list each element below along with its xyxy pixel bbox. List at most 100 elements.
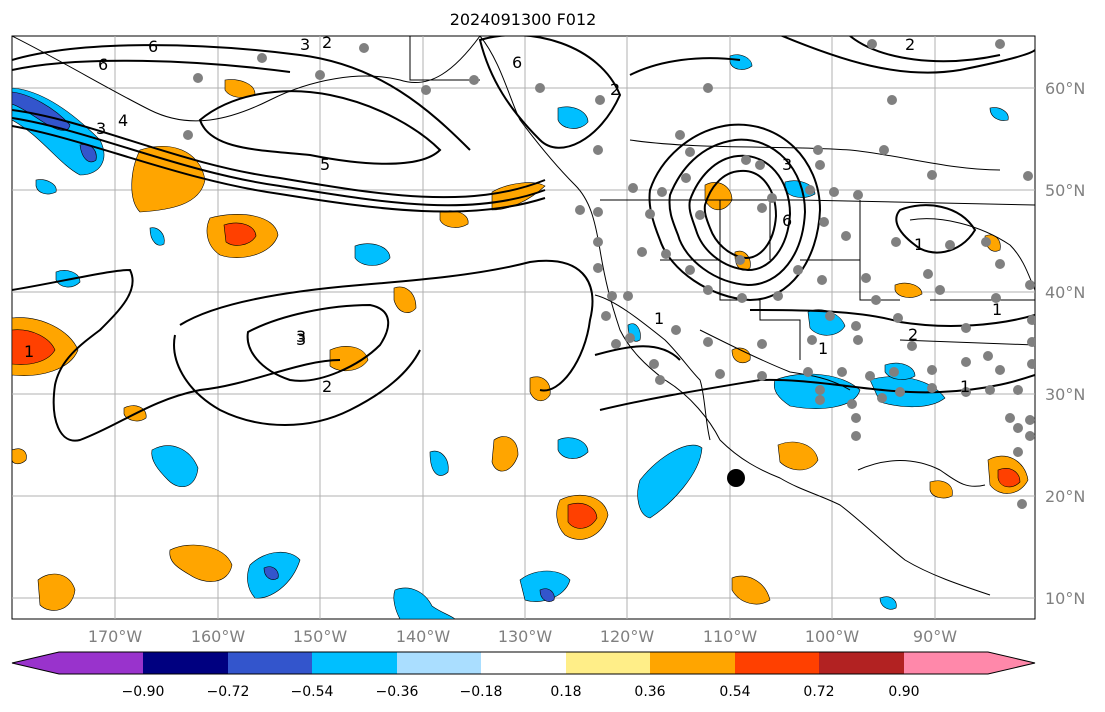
colorbar-segment (904, 652, 988, 674)
positive-anomaly (223, 222, 257, 246)
coastlines (12, 36, 1035, 596)
contour-label: 1 (24, 342, 34, 361)
negative-anomaly (557, 106, 589, 129)
colorbar-segment (312, 652, 397, 674)
colorbar-outline (11, 651, 1036, 675)
negative-anomaly (989, 107, 1009, 121)
colorbar-tick-labels: −0.90 −0.72 −0.54 −0.36 −0.18 0.18 0.36 … (122, 684, 920, 700)
negative-anomaly (729, 54, 753, 70)
positive-anomaly (12, 329, 56, 365)
contour-label: 2 (905, 35, 915, 54)
positive-anomaly (37, 573, 76, 611)
contour-label: 1 (992, 300, 1002, 319)
colorbar-segment (566, 652, 650, 674)
lat-label: 40°N (1045, 283, 1085, 302)
lat-label: 50°N (1045, 181, 1085, 200)
colorbar-segment (143, 652, 228, 674)
colorbar-extend-min (12, 652, 59, 674)
negative-anomaly (539, 588, 555, 602)
positive-anomaly (567, 502, 598, 529)
latitude-labels: 60°N 50°N 40°N 30°N 20°N 10°N (1045, 79, 1085, 608)
negative-anomaly (429, 450, 449, 476)
contour-label: 3 (300, 35, 310, 54)
contour-label: 6 (148, 37, 158, 56)
lon-label: 170°W (88, 627, 143, 646)
lat-label: 60°N (1045, 79, 1085, 98)
positive-anomaly (929, 480, 953, 499)
positive-anomaly (491, 182, 546, 211)
positive-anomaly (12, 448, 27, 465)
lon-label: 120°W (600, 627, 655, 646)
positive-anomaly (731, 347, 751, 363)
positive-anomaly (731, 575, 771, 605)
negative-anomaly (354, 243, 391, 266)
contour-label: 4 (118, 111, 128, 130)
colorbar-tick-label: 0.36 (634, 684, 665, 700)
graticule (12, 36, 1035, 619)
colorbar-segment (650, 652, 735, 674)
negative-anomaly (519, 570, 571, 602)
colorbar-segment (397, 652, 481, 674)
map-frame (11, 35, 1036, 620)
storm-center-marker (727, 469, 745, 487)
colorbar-tick-label: −0.18 (460, 684, 503, 700)
colorbar-tick-label: −0.54 (291, 684, 334, 700)
colorbar-tick-label: −0.72 (207, 684, 250, 700)
positive-anomaly (329, 346, 369, 372)
negative-anomaly (393, 587, 456, 619)
lat-label: 20°N (1045, 487, 1085, 506)
contour-label: 3 (296, 330, 306, 349)
contour-label: 1 (654, 309, 664, 328)
positive-anomaly (894, 282, 923, 298)
contour-label: 6 (782, 211, 792, 230)
negative-anomaly (557, 437, 589, 459)
lon-label: 100°W (805, 627, 860, 646)
colorbar-tick-label: −0.36 (376, 684, 419, 700)
map-title: 2024091300 F012 (449, 10, 597, 29)
positive-anomaly (777, 441, 819, 471)
contour-label: 2 (610, 80, 620, 99)
longitude-labels: 170°W 160°W 150°W 140°W 130°W 120°W 110°… (88, 627, 957, 646)
positive-anomaly (529, 376, 551, 401)
positive-anomaly (997, 468, 1021, 488)
contour-label: 3 (96, 119, 106, 138)
negative-anomaly (35, 179, 57, 195)
contour-lines (12, 36, 1035, 442)
contour-label: 6 (512, 53, 522, 72)
lon-label: 110°W (703, 627, 758, 646)
colorbar-segment (228, 652, 312, 674)
negative-anomaly (149, 227, 165, 246)
contour-label: 1 (914, 235, 924, 254)
negative-anomaly (807, 309, 846, 336)
colorbar-tick-label: 0.90 (888, 684, 919, 700)
colorbar-segment (481, 652, 566, 674)
lat-label: 10°N (1045, 589, 1085, 608)
colorbar-segment (819, 652, 904, 674)
lon-label: 160°W (191, 627, 246, 646)
lon-label: 150°W (293, 627, 348, 646)
contour-label: 6 (98, 55, 108, 74)
colorbar-tick-label: 0.54 (719, 684, 750, 700)
colorbar-segment (59, 652, 143, 674)
colorbar-segment (735, 652, 819, 674)
colorbar (11, 651, 1036, 675)
contour-label: 3 (296, 327, 306, 346)
lon-label: 130°W (498, 627, 553, 646)
colorbar-tick-label: 0.72 (803, 684, 834, 700)
contour-label: 1 (818, 339, 828, 358)
lon-label: 90°W (913, 627, 957, 646)
contour-label: 5 (320, 155, 330, 174)
negative-anomaly (151, 445, 199, 488)
negative-anomaly (879, 596, 897, 610)
lon-label: 140°W (396, 627, 451, 646)
positive-anomaly (393, 286, 417, 313)
colorbar-tick-label: −0.90 (122, 684, 165, 700)
positive-anomaly (169, 544, 233, 582)
contour-label: 1 (960, 377, 970, 396)
negative-anomaly (637, 444, 703, 519)
contour-label-group: 6 3 2 6 2 6 3 4 5 3 1 3 2 1 1 3 6 2 1 1 … (24, 33, 1002, 396)
contour-label: 2 (322, 33, 332, 52)
colorbar-tick-label: 0.18 (550, 684, 581, 700)
negative-anomaly (263, 566, 279, 580)
